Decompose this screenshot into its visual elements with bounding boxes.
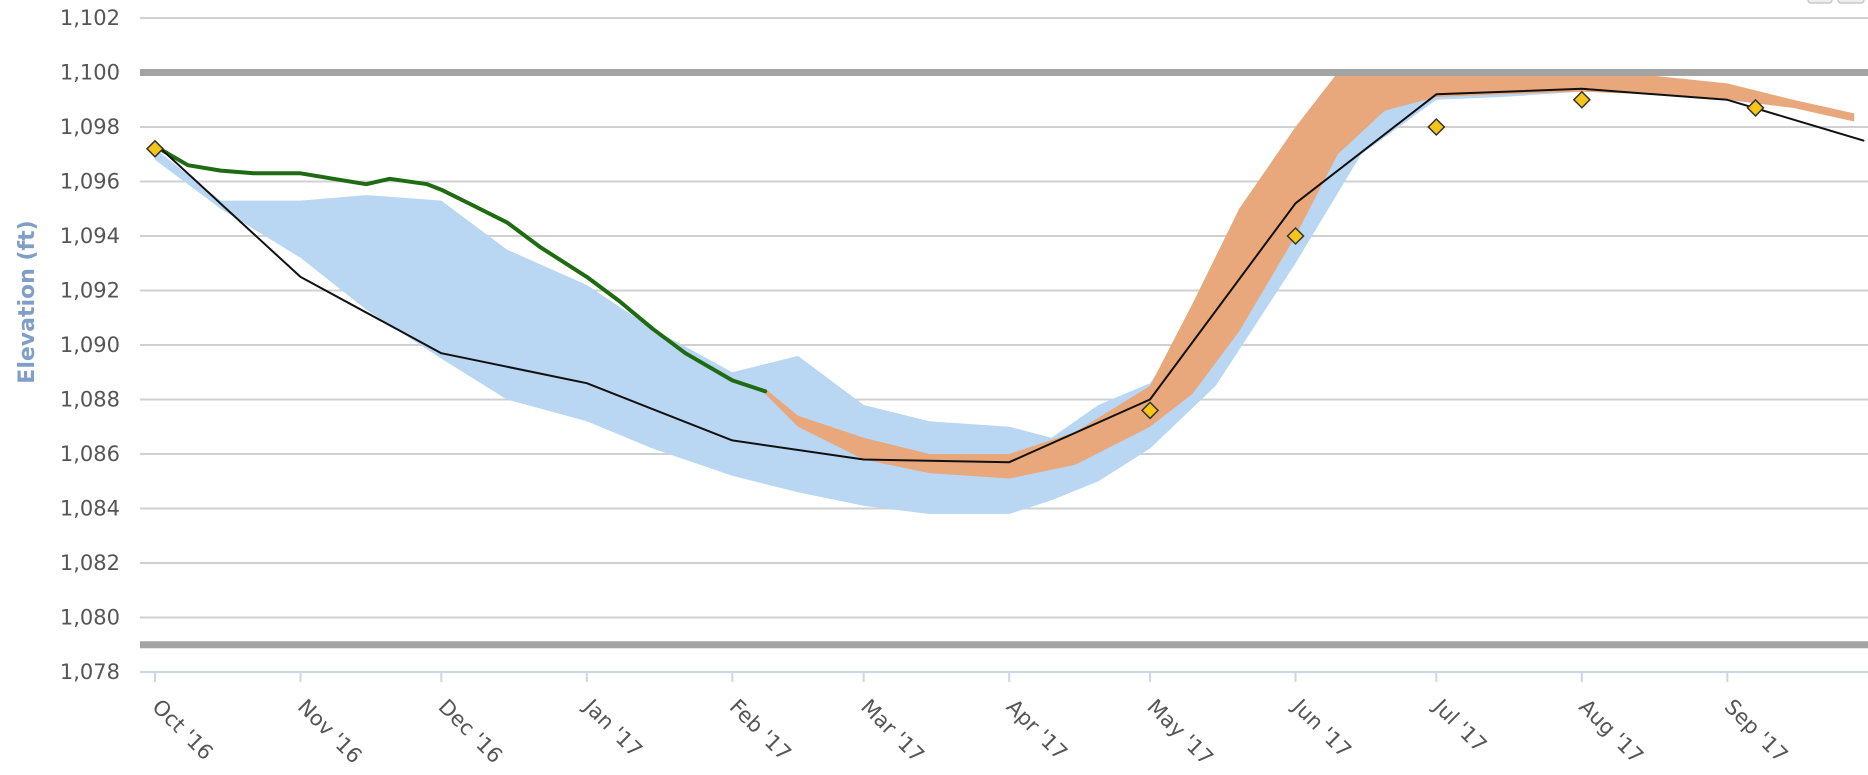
y-tick-label: 1,090 — [60, 333, 120, 357]
range-band — [765, 72, 1855, 479]
diamond-marker — [145, 139, 165, 158]
y-tick-label: 1,102 — [60, 6, 120, 30]
y-tick-label: 1,096 — [60, 170, 120, 194]
y-tick-label: 1,092 — [60, 279, 120, 303]
diamond-marker — [1427, 117, 1446, 137]
diamond-marker — [1746, 98, 1765, 117]
export-icon[interactable] — [1837, 0, 1865, 4]
range-bands — [155, 72, 1855, 514]
y-tick-label: 1,098 — [60, 115, 120, 139]
projected-elevation-line — [154, 87, 1865, 464]
y-tick-label: 1,084 — [60, 497, 120, 521]
limit-lines — [140, 69, 1868, 649]
range-band — [155, 75, 1793, 514]
diamond-marker — [1286, 226, 1305, 246]
chart-menu-button[interactable] — [1807, 0, 1865, 4]
y-axis-labels: 1,078 1,080 1,082 1,084 1,086 1,088 1,090 1,092… — [60, 6, 120, 684]
y-tick-label: 1,100 — [60, 61, 120, 85]
y-tick-label: 1,080 — [60, 606, 120, 630]
diamond-marker — [1140, 401, 1160, 420]
y-tick-label: 1,078 — [60, 660, 120, 684]
y-axis-title: Elevation (ft) — [15, 220, 40, 383]
diamond-markers — [145, 90, 1765, 420]
y-tick-label: 1,086 — [60, 442, 120, 466]
chart-menu-icon[interactable] — [1807, 0, 1833, 4]
observed-elevation-line — [153, 144, 768, 394]
series-lines — [153, 87, 1865, 464]
y-tick-label: 1,088 — [60, 388, 120, 412]
y-tick-label: 1,082 — [60, 551, 120, 575]
diamond-marker — [1572, 90, 1591, 109]
y-tick-label: 1,094 — [60, 224, 120, 248]
